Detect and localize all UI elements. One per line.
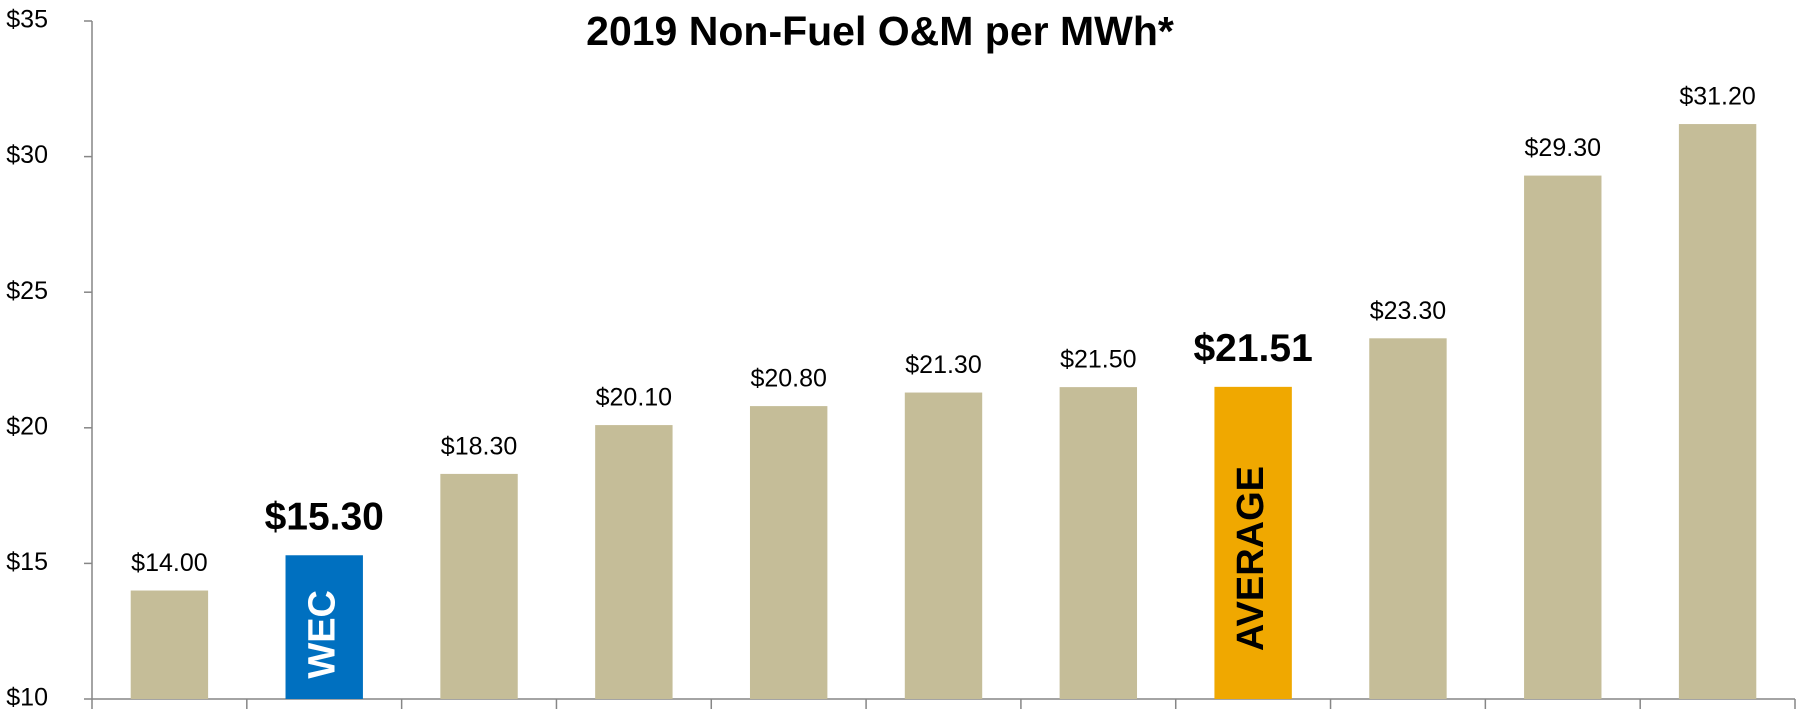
bar <box>440 473 518 699</box>
data-label: $20.10 <box>596 384 672 412</box>
data-label: $29.30 <box>1525 134 1601 162</box>
data-label: $21.50 <box>1060 346 1136 374</box>
bar <box>1214 386 1292 699</box>
data-label: $21.30 <box>905 351 981 379</box>
y-tick-label: $35 <box>6 6 48 34</box>
bar <box>595 425 673 699</box>
bar <box>285 555 363 699</box>
bar <box>1524 175 1602 700</box>
y-tick-label: $15 <box>6 548 48 576</box>
data-label: $31.20 <box>1679 83 1755 111</box>
y-tick-label: $20 <box>6 412 48 440</box>
category-label: WEC <box>301 590 343 679</box>
y-tick-label: $25 <box>6 277 48 305</box>
bar <box>749 406 828 699</box>
y-tick-label: $30 <box>6 141 48 169</box>
bar <box>1369 338 1447 699</box>
data-label: $21.51 <box>1193 327 1312 370</box>
data-label: $15.30 <box>265 496 384 539</box>
chart-title: 2019 Non-Fuel O&M per MWh* <box>586 8 1174 54</box>
bar <box>130 590 209 699</box>
data-label: $20.80 <box>750 365 826 393</box>
bar <box>1678 124 1757 699</box>
category-label: AVERAGE <box>1230 466 1272 651</box>
data-label: $18.30 <box>441 433 517 461</box>
y-tick-label: $10 <box>6 684 48 712</box>
bar <box>904 392 983 699</box>
data-label: $23.30 <box>1370 297 1446 325</box>
bar <box>1059 387 1138 699</box>
data-label: $14.00 <box>131 549 207 577</box>
